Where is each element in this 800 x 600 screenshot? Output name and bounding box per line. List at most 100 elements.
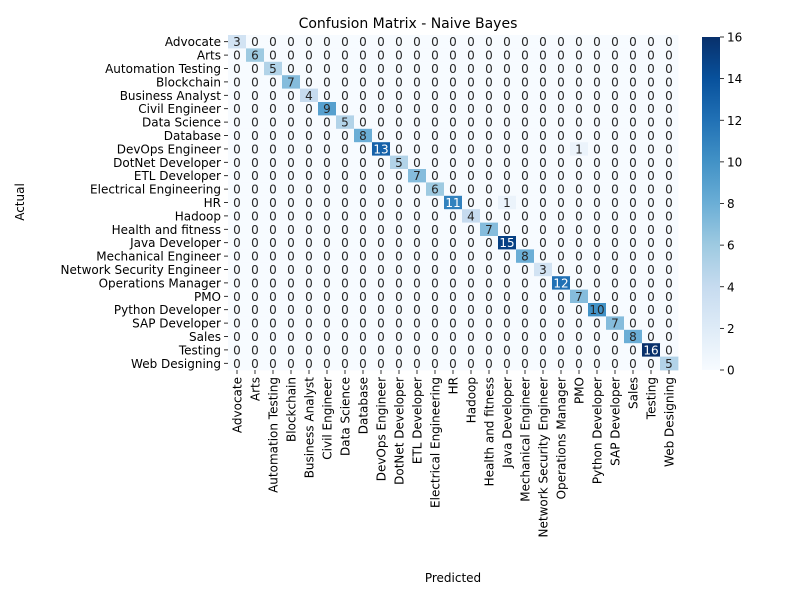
heatmap-cell [246, 195, 265, 210]
heatmap-cell [642, 48, 661, 63]
cell-value-label: 0 [341, 223, 349, 237]
heatmap-cell [390, 115, 409, 130]
cell-value-label: 0 [521, 169, 529, 183]
cell-value-label: 0 [449, 102, 457, 116]
heatmap-cell [552, 262, 571, 277]
heatmap-cell [246, 262, 265, 277]
heatmap-cell [300, 222, 319, 237]
heatmap-cell [444, 48, 463, 63]
cell-value-label: 0 [269, 317, 277, 331]
heatmap-cell [246, 222, 265, 237]
cell-value-label: 0 [467, 183, 475, 197]
cell-value-label: 0 [251, 263, 259, 277]
colorbar-tick-label: 14 [727, 72, 742, 86]
cell-value-label: 8 [521, 250, 529, 264]
cell-value-label: 0 [665, 35, 673, 49]
heatmap-cell [354, 88, 373, 103]
cell-value-label: 1 [503, 196, 511, 210]
cell-value-label: 0 [485, 102, 493, 116]
heatmap-cell [462, 102, 481, 116]
heatmap-cell [480, 343, 499, 357]
cell-value-label: 0 [647, 290, 655, 304]
heatmap-cell [444, 289, 463, 304]
heatmap-cell [552, 195, 571, 210]
cell-value-label: 0 [539, 49, 547, 63]
cell-value-label: 0 [485, 357, 493, 371]
cell-value-label: 0 [467, 62, 475, 76]
heatmap-cell [444, 169, 463, 183]
cell-value-label: 0 [593, 330, 601, 344]
heatmap-cell [372, 343, 391, 357]
cell-value-label: 0 [503, 223, 511, 237]
heatmap-cell [264, 142, 283, 156]
heatmap-cell [534, 142, 553, 156]
heatmap-cell [228, 249, 247, 264]
heatmap-cell [462, 222, 481, 237]
cell-value-label: 0 [575, 35, 583, 49]
heatmap-cell [642, 209, 661, 223]
heatmap-cell [372, 88, 391, 103]
heatmap-cell [228, 316, 247, 331]
heatmap-cell [498, 195, 517, 210]
heatmap-cell [282, 343, 301, 357]
heatmap-cell [570, 102, 589, 116]
cell-value-label: 0 [341, 236, 349, 250]
cell-value-label: 0 [413, 129, 421, 143]
heatmap-cell [552, 48, 571, 63]
cell-value-label: 0 [359, 236, 367, 250]
cell-value-label: 0 [269, 129, 277, 143]
cell-value-label: 0 [233, 250, 241, 264]
cell-value-label: 0 [431, 290, 439, 304]
heatmap-cell [426, 356, 445, 371]
heatmap-cell [642, 249, 661, 264]
heatmap-cell [426, 276, 445, 290]
heatmap-cell [624, 209, 643, 223]
cell-value-label: 16 [643, 343, 658, 357]
heatmap-cell [300, 236, 319, 250]
cell-value-label: 0 [305, 156, 313, 170]
cell-value-label: 0 [521, 290, 529, 304]
cell-value-label: 6 [251, 49, 259, 63]
heatmap-cell [462, 343, 481, 357]
cell-value-label: 0 [431, 357, 439, 371]
cell-value-label: 0 [485, 330, 493, 344]
cell-value-label: 0 [413, 250, 421, 264]
heatmap-cell [390, 303, 409, 317]
x-tick-label: Business Analyst [303, 377, 317, 479]
cell-value-label: 0 [305, 343, 313, 357]
heatmap-cell [534, 303, 553, 317]
heatmap-cell [552, 209, 571, 223]
heatmap-cell [498, 276, 517, 290]
cell-value-label: 0 [377, 75, 385, 89]
cell-value-label: 0 [647, 183, 655, 197]
heatmap-cell [552, 142, 571, 156]
heatmap-cell [498, 35, 517, 49]
heatmap-cell [552, 169, 571, 183]
cell-value-label: 0 [629, 35, 637, 49]
x-tick-label: Health and fitness [483, 377, 497, 486]
heatmap-cell [462, 195, 481, 210]
heatmap-cell [444, 262, 463, 277]
cell-value-label: 0 [269, 343, 277, 357]
heatmap-cell [462, 262, 481, 277]
cell-value-label: 0 [305, 75, 313, 89]
heatmap-cell [534, 48, 553, 63]
heatmap-cell [246, 182, 265, 197]
cell-value-label: 0 [377, 62, 385, 76]
cell-value-label: 0 [395, 49, 403, 63]
heatmap-cell [300, 195, 319, 210]
cell-value-label: 0 [341, 290, 349, 304]
cell-value-label: 0 [449, 62, 457, 76]
cell-value-label: 0 [449, 357, 457, 371]
heatmap-cell [606, 48, 625, 63]
cell-value-label: 0 [629, 62, 637, 76]
cell-value-label: 0 [611, 290, 619, 304]
heatmap-cell [228, 102, 247, 116]
cell-value-label: 0 [341, 156, 349, 170]
cell-value-label: 0 [575, 317, 583, 331]
heatmap-cell [516, 169, 535, 183]
y-tick-label: Hadoop [175, 209, 221, 223]
cell-value-label: 0 [251, 89, 259, 103]
heatmap-cell [642, 35, 661, 49]
heatmap-cell [624, 316, 643, 331]
